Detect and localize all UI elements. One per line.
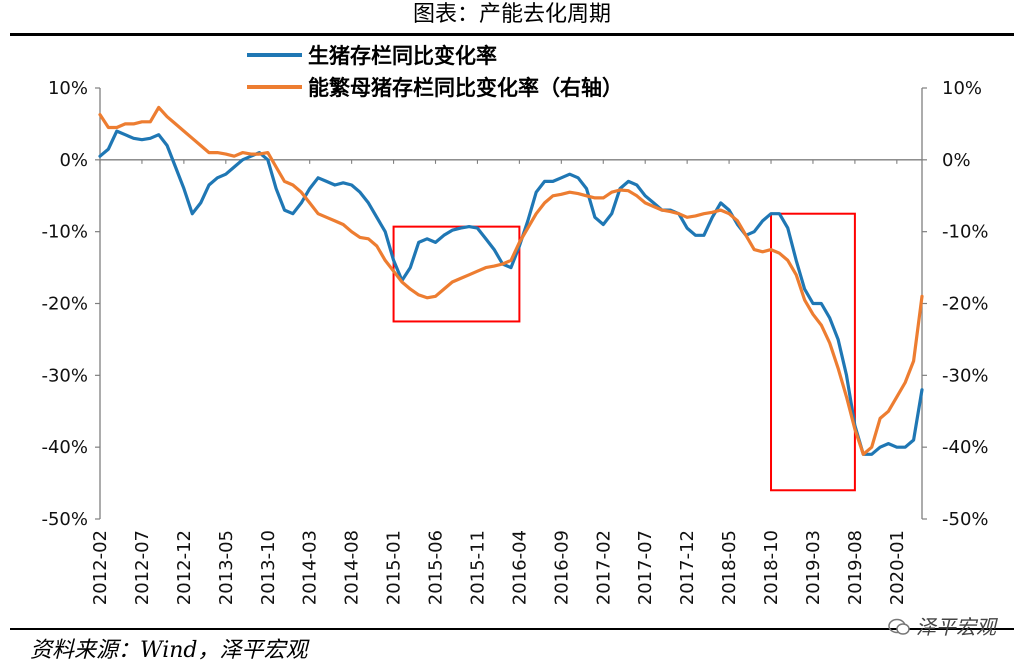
legend-label-sow-inventory: 能繁母猪存栏同比变化率（右轴） [308, 76, 623, 100]
x-tick-label: 2017-07 [635, 530, 656, 605]
x-tick-label: 2015-11 [467, 530, 488, 605]
x-tick-label: 2018-10 [761, 530, 782, 605]
y-tick-label-right: -10% [942, 222, 989, 243]
highlight-box [392, 225, 521, 323]
x-tick-label: 2016-09 [551, 530, 572, 605]
chart-series [98, 105, 924, 456]
x-tick-label: 2019-08 [845, 530, 866, 605]
x-tick-label: 2019-03 [803, 530, 824, 605]
wechat-icon [888, 618, 910, 635]
legend-label-hog-inventory: 生猪存栏同比变化率 [308, 44, 497, 68]
y-tick-label-left: -10% [41, 222, 88, 243]
x-tick-label: 2012-02 [90, 530, 111, 605]
x-tick-label: 2016-04 [509, 530, 530, 605]
x-tick-label: 2013-05 [216, 530, 237, 605]
source-note: 资料来源：Wind，泽平宏观 [30, 638, 308, 663]
y-tick-label-left: 10% [48, 78, 88, 99]
highlight-box [770, 212, 856, 492]
x-tick-label: 2015-06 [426, 530, 447, 605]
watermark-text: 泽平宏观 [916, 615, 996, 639]
y-tick-label-left: -50% [41, 509, 88, 530]
x-tick-label: 2015-01 [384, 530, 405, 605]
y-tick-label-right: -30% [942, 365, 989, 386]
x-tick-label: 2017-02 [593, 530, 614, 605]
y-tick-label-right: -40% [942, 437, 989, 458]
x-tick-label: 2013-10 [258, 530, 279, 605]
y-tick-label-right: -50% [942, 509, 989, 530]
highlight-boxes [392, 212, 856, 492]
series-line-sow-inventory [98, 105, 924, 456]
source-rule [10, 628, 1014, 630]
x-tick-label: 2018-05 [719, 530, 740, 605]
y-tick-label-left: -30% [41, 365, 88, 386]
line-chart: 10% 10% 0% 0% -10% -10% -20% -20% -30% -30% -40% -4… [41, 44, 988, 605]
x-tick-label: 2020-01 [887, 530, 908, 605]
y-tick-label-right: -20% [942, 294, 989, 315]
x-tick-label: 2014-08 [342, 530, 363, 605]
series-line-hog-inventory [98, 129, 924, 456]
y-tick-label-left: -20% [41, 294, 88, 315]
watermark: 泽平宏观 [888, 612, 996, 642]
y-tick-label-right: 0% [942, 150, 971, 171]
x-tick-label: 2012-12 [174, 530, 195, 605]
figure-caption: 图表：产能去化周期 [412, 2, 611, 27]
x-tick-label: 2012-07 [132, 530, 153, 605]
caption-rule [10, 33, 1014, 36]
y-tick-label-left: -40% [41, 437, 88, 458]
y-tick-label-right: 10% [942, 78, 982, 99]
y-tick-label-left: 0% [59, 150, 88, 171]
x-tick-label: 2017-12 [677, 530, 698, 605]
x-tick-label: 2014-03 [300, 530, 321, 605]
chart-axes: 10% 10% 0% 0% -10% -10% -20% -20% -30% -30% -40% -4… [41, 78, 988, 605]
